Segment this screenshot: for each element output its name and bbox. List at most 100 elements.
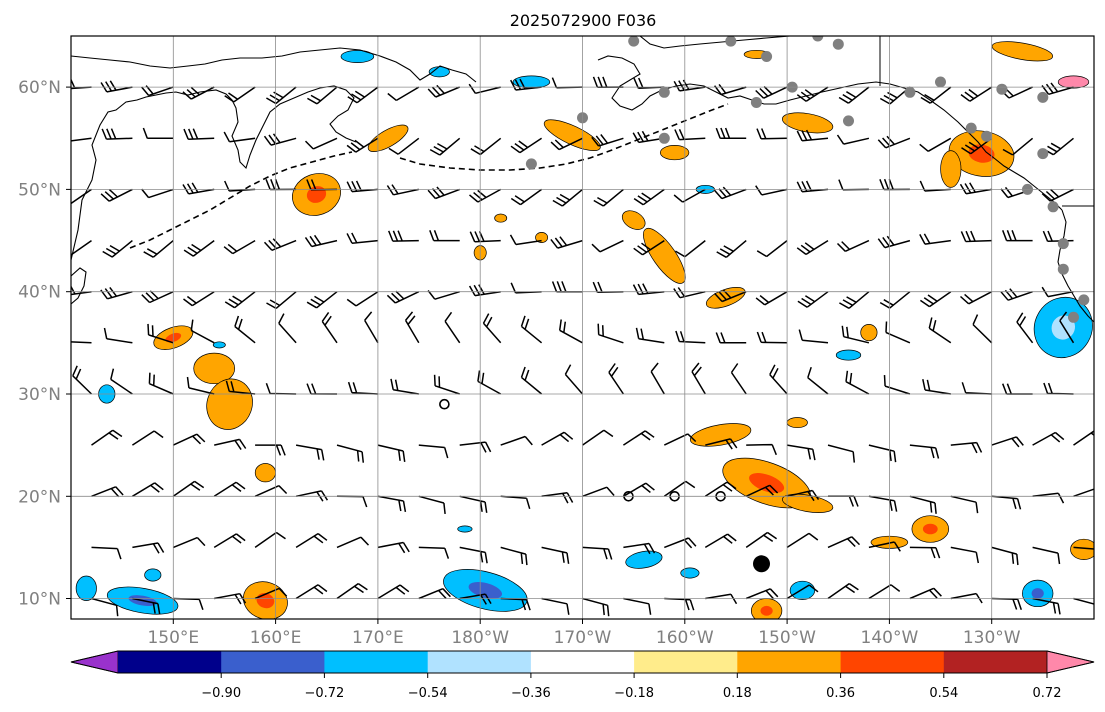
wind-barb	[223, 239, 256, 255]
wind-barb	[321, 311, 338, 344]
wind-barb	[364, 311, 379, 344]
wind-barb	[346, 291, 379, 307]
wind-barb	[1032, 431, 1065, 446]
colorbar-tick-label: −0.90	[201, 686, 241, 701]
open-circle-marker	[439, 398, 450, 410]
latitude-tick-label: 50°N	[18, 180, 61, 200]
wind-barb	[1059, 311, 1075, 344]
wind-barb	[756, 240, 788, 258]
wind-barb	[91, 546, 122, 560]
wind-barb	[632, 130, 665, 144]
wind-barb	[500, 546, 528, 566]
anomaly-area	[75, 575, 97, 601]
wind-barb	[266, 291, 297, 310]
wind-barb	[469, 231, 501, 243]
wind-barb	[404, 311, 420, 344]
colorbar-tick-label: −0.54	[408, 686, 448, 701]
wind-barb	[845, 370, 870, 395]
wind-barb	[841, 325, 870, 344]
wind-barb	[705, 438, 738, 450]
wind-barb	[950, 441, 983, 454]
wind-barb	[919, 233, 951, 245]
gray-station-marker	[904, 86, 916, 98]
anomaly-fill	[193, 352, 236, 385]
wind-barb	[798, 329, 829, 344]
wind-barb	[213, 481, 246, 497]
wind-barb	[558, 319, 583, 344]
colorbar-tick-label: −0.18	[614, 686, 654, 701]
anomaly-core	[922, 523, 938, 535]
wind-barb	[71, 78, 92, 90]
anomaly-fill	[1057, 75, 1090, 89]
wind-barb	[746, 443, 777, 456]
coastline-kamchatka	[71, 85, 357, 261]
anomaly-fill	[75, 575, 97, 601]
anomaly-fill	[659, 145, 690, 161]
wind-barb	[786, 584, 819, 600]
anomaly-core	[749, 473, 785, 493]
anomaly-area	[689, 423, 752, 447]
anomaly-area	[242, 581, 288, 619]
wind-barb	[254, 531, 286, 549]
wind-barb	[691, 362, 706, 395]
anomaly-fill	[781, 493, 834, 513]
wind-barb	[386, 290, 420, 304]
anomaly-area	[543, 119, 601, 151]
wind-barb	[470, 137, 502, 156]
wind-barb	[663, 480, 696, 497]
wind-barb	[148, 372, 174, 395]
wind-barb	[1041, 82, 1074, 96]
wind-barb	[807, 366, 829, 395]
gray-station-marker	[1057, 238, 1069, 250]
wind-barb	[266, 86, 297, 105]
wind-barb	[172, 433, 206, 446]
anomaly-core	[968, 144, 995, 163]
wind-barb	[909, 587, 942, 600]
border-canada	[879, 36, 1094, 207]
anomaly-fill	[991, 41, 1054, 62]
wind-barb	[591, 134, 624, 147]
anomaly-fill	[835, 349, 862, 361]
wind-barb	[591, 239, 624, 253]
anomaly-area	[789, 580, 816, 600]
colorbar-segment	[221, 651, 325, 673]
wind-barb	[1043, 137, 1074, 156]
wind-barb	[347, 86, 379, 104]
wind-barb	[541, 492, 574, 504]
wind-barb	[836, 239, 870, 252]
wind-barb	[838, 86, 870, 104]
wind-barb	[71, 285, 92, 296]
anomaly-area	[860, 324, 878, 342]
wind-barb	[1002, 137, 1034, 156]
wind-barb	[885, 321, 911, 344]
wind-barb	[429, 137, 461, 156]
longitude-tick-label: 150°E	[147, 628, 199, 648]
wind-barb	[131, 430, 164, 446]
colorbar-tick-label: −0.72	[304, 686, 344, 701]
colorbar-segment	[324, 651, 429, 673]
anomaly-area	[254, 463, 276, 483]
gray-station-marker	[843, 115, 854, 127]
wind-barb	[304, 137, 338, 150]
longitude-tick-label: 160°E	[250, 628, 302, 648]
filled-circle-marker	[753, 555, 770, 573]
colorbar-segment	[118, 651, 222, 673]
wind-barb	[1032, 492, 1065, 504]
wind-barb	[91, 486, 124, 498]
wind-barb	[836, 134, 870, 145]
wind-barb	[132, 542, 165, 554]
wind-barb	[213, 533, 246, 549]
anomaly-fill	[940, 150, 962, 188]
wind-barb	[868, 444, 897, 463]
latitude-tick-label: 20°N	[18, 487, 61, 507]
colorbar-tick-label: 0.72	[1033, 686, 1062, 701]
wind-barb	[796, 180, 829, 193]
gray-station-marker	[965, 122, 977, 134]
wind-barb	[675, 240, 706, 258]
wind-barb	[879, 291, 911, 309]
wind-barb	[520, 366, 543, 395]
wind-barb	[477, 370, 502, 395]
wind-barb	[608, 363, 625, 395]
longitude-tick-label: 170°E	[352, 628, 404, 648]
